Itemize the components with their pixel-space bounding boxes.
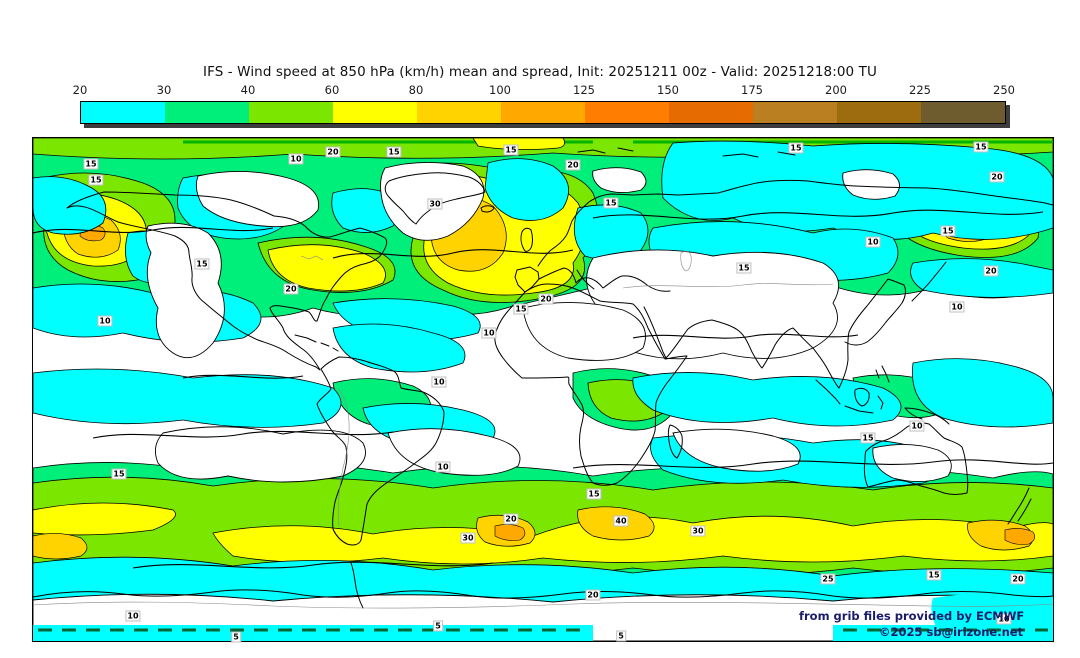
colorbar-tick-225: 225	[909, 83, 931, 97]
contour-label: 15	[88, 174, 104, 186]
contour-label: 20	[325, 146, 341, 158]
chart-title: IFS - Wind speed at 850 hPa (km/h) mean …	[203, 64, 877, 80]
attribution-source: from grib files provided by ECMWF	[799, 609, 1025, 623]
contour-label: 20	[503, 513, 519, 525]
contour-label: 15	[973, 141, 989, 153]
colorbar-tick-125: 125	[573, 83, 595, 97]
colorbar-tick-175: 175	[741, 83, 763, 97]
colorbar-segment-30-40	[165, 102, 249, 123]
colorbar-segment-125-150	[585, 102, 669, 123]
contour-label: 20	[538, 293, 554, 305]
contour-label: 15	[513, 303, 529, 315]
colorbar-tick-labels: 20 30 40 60 80 100 125 150 175 200 225 250	[73, 83, 1015, 97]
attribution-copyright: ©2025 sb@irizone.net	[879, 625, 1024, 639]
contour-label: 10	[435, 461, 451, 473]
contour-label: 10	[97, 315, 113, 327]
contour-label: 10	[431, 376, 447, 388]
contour-label: 10	[125, 610, 141, 622]
contour-label: 30	[690, 525, 706, 537]
contour-label: 10	[996, 613, 1012, 625]
contour-label: 20	[989, 171, 1005, 183]
colorbar-tick-30: 30	[156, 83, 172, 97]
contour-label: 40	[613, 515, 629, 527]
coastlines	[33, 147, 1053, 609]
colorbar-segment-40-60	[249, 102, 333, 123]
contour-label: 20	[565, 159, 581, 171]
contour-label: 5	[433, 620, 443, 632]
colorbar-tick-100: 100	[489, 83, 511, 97]
contour-label: 15	[860, 432, 876, 444]
colorbar-tick-40: 40	[240, 83, 256, 97]
contour-label: 15	[926, 569, 942, 581]
secondary-contours	[33, 251, 1053, 609]
contour-label: 10	[481, 327, 497, 339]
contour-label: 15	[940, 225, 956, 237]
contour-label: 20	[983, 265, 999, 277]
contour-label: 25	[820, 573, 836, 585]
contour-label: 15	[586, 488, 602, 500]
contour-label: 10	[949, 301, 965, 313]
contour-label: 15	[503, 144, 519, 156]
colorbar-segment-175-200	[753, 102, 837, 123]
colorbar-tick-200: 200	[825, 83, 847, 97]
contour-label: 15	[194, 258, 210, 270]
contour-label: 5	[616, 630, 626, 642]
contour-label: 20	[1010, 573, 1026, 585]
colorbar-segment-60-80	[333, 102, 417, 123]
colorbar-tick-80: 80	[408, 83, 424, 97]
colorbar-segment-225-250	[921, 102, 1005, 123]
contour-label: 10	[288, 153, 304, 165]
contour-label: 15	[603, 197, 619, 209]
colorbar-segment-80-100	[417, 102, 501, 123]
contour-label: 15	[386, 146, 402, 158]
world-wind-map	[33, 138, 1053, 641]
contour-label: 10	[909, 420, 925, 432]
contour-label: 20	[283, 283, 299, 295]
contour-label: 30	[460, 532, 476, 544]
contour-label: 20	[585, 589, 601, 601]
colorbar-segment-200-225	[837, 102, 921, 123]
map-frame: 15 15 10 20 15 15 30 15 20 10 15 10 10 15 15 20 20 15 15 10…	[32, 137, 1054, 643]
contour-label: 15	[788, 142, 804, 154]
colorbar-segment-100-125	[501, 102, 585, 123]
contour-label: 15	[111, 468, 127, 480]
contour-label: 15	[83, 158, 99, 170]
colorbar-tick-250: 250	[993, 83, 1015, 97]
colorbar-tick-20: 20	[72, 83, 88, 97]
colorbar-segment-150-175	[669, 102, 753, 123]
colorbar-tick-150: 150	[657, 83, 679, 97]
contour-label: 15	[736, 262, 752, 274]
contour-label: 5	[231, 631, 241, 643]
contour-label: 10	[865, 236, 881, 248]
colorbar-segment-20-30	[81, 102, 165, 123]
contour-label: 30	[427, 198, 443, 210]
colorbar	[80, 101, 1006, 124]
spread-contours	[33, 209, 1053, 569]
colorbar-tick-60: 60	[324, 83, 340, 97]
